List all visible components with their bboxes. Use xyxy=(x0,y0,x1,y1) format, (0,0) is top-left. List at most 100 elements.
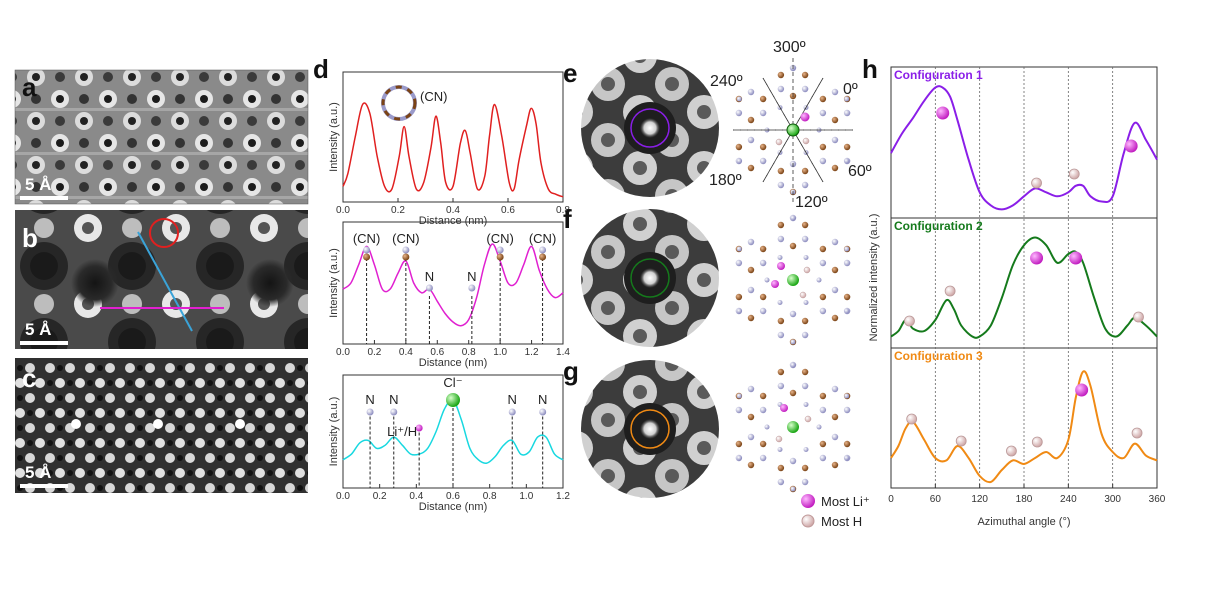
n-atom xyxy=(777,300,783,305)
c-atom-icon xyxy=(496,253,504,261)
c-atom xyxy=(801,317,809,325)
n-atom xyxy=(819,157,827,165)
d-bot-annotation: N xyxy=(389,392,398,407)
c-atom xyxy=(819,392,827,400)
n-atom xyxy=(816,424,822,430)
panel-label-e: e xyxy=(563,58,577,88)
c-atom xyxy=(831,413,839,421)
n-atom xyxy=(801,478,809,486)
d-bot-xtick-label: 0.6 xyxy=(446,491,460,502)
n-atom xyxy=(735,259,743,267)
h-marker xyxy=(1006,445,1017,457)
d-mid-xtick-label: 1.4 xyxy=(556,347,570,358)
n-atom xyxy=(764,424,770,430)
red-circle-marker xyxy=(149,218,179,248)
n-atom xyxy=(736,246,742,252)
li-marker xyxy=(1069,251,1083,265)
n-atom xyxy=(736,393,742,399)
li-atom xyxy=(777,262,785,270)
legend-li-marker xyxy=(801,494,815,508)
d-bot-xtick-label: 0.4 xyxy=(409,491,423,502)
h-xtick-label: 60 xyxy=(930,494,942,505)
panel-label-b: b xyxy=(22,223,38,253)
n-atom xyxy=(803,255,809,260)
c-atom xyxy=(735,440,743,448)
d-top-series-line xyxy=(342,102,564,198)
panel-label-c: c xyxy=(22,363,36,393)
li-atom xyxy=(771,280,779,288)
n-atom xyxy=(844,455,850,461)
d-bot-xtick-label: 0.2 xyxy=(373,491,387,502)
n-atom xyxy=(759,109,767,117)
n-atom xyxy=(831,286,839,294)
c-atom xyxy=(801,368,809,376)
green-circle xyxy=(630,258,670,298)
c-atom xyxy=(777,221,785,229)
d-bot-xtick-label: 0.0 xyxy=(336,491,350,502)
c-atom xyxy=(831,266,839,274)
n-atom xyxy=(801,331,809,339)
structure-f xyxy=(735,214,851,346)
d-top-xtick-label: 0.6 xyxy=(501,205,515,216)
n-atom xyxy=(747,385,755,393)
scale-bar-label-b: 5 Å xyxy=(25,320,51,339)
n-atom xyxy=(747,238,755,246)
c-atom xyxy=(801,71,809,79)
c-atom xyxy=(831,116,839,124)
n-atom xyxy=(759,454,767,462)
d-bot-ylabel: Intensity (a.u.) xyxy=(328,397,340,467)
d-mid-xlabel: Distance (nm) xyxy=(419,357,487,369)
panel-label-g: g xyxy=(563,356,579,386)
c-atom xyxy=(759,95,767,103)
angle-60: 60º xyxy=(848,163,872,180)
n-atom xyxy=(803,447,809,452)
h-xtick-label: 120 xyxy=(971,494,988,505)
c-atom-icon xyxy=(539,253,547,261)
h-marker xyxy=(1031,436,1043,448)
d-mid-ylabel: Intensity (a.u.) xyxy=(328,248,340,318)
n-atom xyxy=(819,406,827,414)
n-atom-icon xyxy=(508,408,516,416)
d-mid-xtick-label: 1.0 xyxy=(493,347,507,358)
d-mid-annotation: N xyxy=(425,269,434,284)
c-atom xyxy=(759,293,767,301)
n-atom xyxy=(831,238,839,246)
panel-label-a: a xyxy=(22,72,37,102)
n-atom-icon xyxy=(363,246,371,254)
d-mid-xtick-label: 0.4 xyxy=(399,347,413,358)
d-mid-xtick-label: 0.8 xyxy=(462,347,476,358)
legend-h-label: Most H xyxy=(821,514,862,529)
h-ylabel: Normalized intensity (a.u.) xyxy=(868,214,880,342)
n-atom xyxy=(777,255,783,260)
chart-h: 0 60 120 180 240 300 360 Azimuthal angle (°) Nor… xyxy=(868,66,1166,528)
h-atom xyxy=(803,266,811,274)
scale-bar-label-a: 5 Å xyxy=(25,175,51,194)
c-atom xyxy=(843,143,851,151)
c-atom xyxy=(819,293,827,301)
n-atom xyxy=(747,136,755,144)
d-mid-annotation: (CN) xyxy=(486,231,513,246)
angle-240: 240º xyxy=(710,73,743,90)
h-marker xyxy=(906,413,918,425)
n-atom xyxy=(801,235,809,243)
scale-bar-b xyxy=(20,341,68,345)
h-atom xyxy=(804,415,812,423)
c-atom-icon xyxy=(363,253,371,261)
h-xtick-label: 0 xyxy=(888,494,894,505)
n-atom xyxy=(819,307,827,315)
d-bot-annotation: Li⁺/H xyxy=(387,424,417,439)
h-series-line xyxy=(890,370,1158,484)
n-atom xyxy=(819,454,827,462)
c-atom xyxy=(819,95,827,103)
c-atom xyxy=(777,368,785,376)
n-atom-icon xyxy=(539,408,547,416)
h-xtick-label: 240 xyxy=(1060,494,1077,505)
n-atom xyxy=(789,310,797,318)
c-atom xyxy=(801,167,809,175)
n-atom-icon xyxy=(366,408,374,416)
c-atom xyxy=(759,392,767,400)
n-atom xyxy=(736,308,742,314)
d-mid-xtick-label: 1.2 xyxy=(525,347,539,358)
li-atom xyxy=(780,404,788,412)
